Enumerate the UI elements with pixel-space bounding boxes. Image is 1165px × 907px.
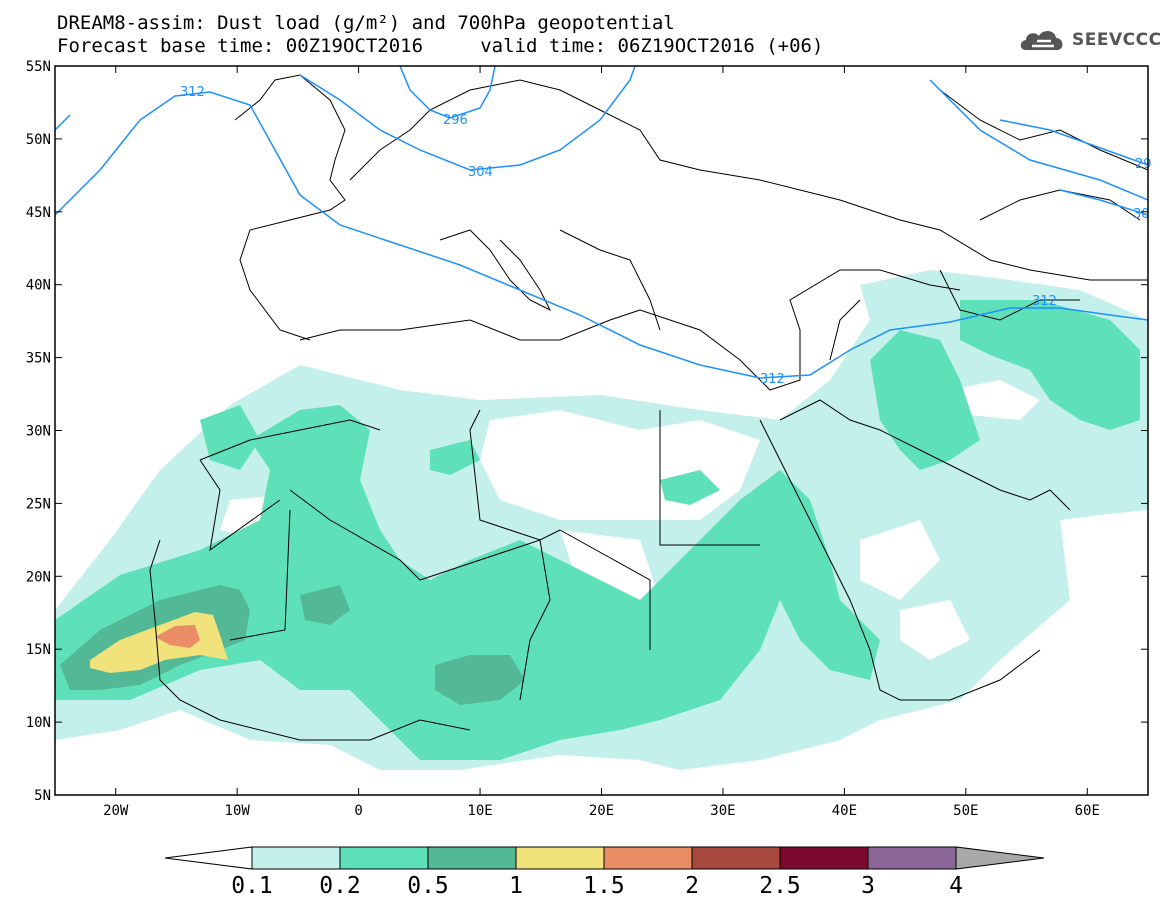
latitude-axis: 55N 50N 45N 40N 35N 30N 25N 20N 15N 10N 5N (26, 59, 1148, 804)
colorbar-right-extension (955, 846, 1045, 870)
lat-label: 20N (26, 569, 51, 585)
lon-label: 20W (103, 803, 129, 819)
lat-label: 25N (26, 496, 51, 512)
cloud-icon (1020, 30, 1063, 50)
colorbar-label: 1.5 (583, 873, 625, 899)
colorbar-segment (427, 846, 517, 870)
colorbar-label: 2.5 (759, 873, 801, 899)
colorbar-segment (339, 846, 429, 870)
lat-label: 10N (26, 715, 51, 731)
dust-level-1.5 (155, 625, 200, 648)
colorbar-segment (691, 846, 781, 870)
colorbar-label: 3 (861, 873, 875, 899)
lat-label: 30N (26, 424, 51, 440)
seevccc-logo: SEEVCCC (1018, 26, 1162, 54)
colorbar-segment (867, 846, 957, 870)
colorbar-segment (779, 846, 869, 870)
lon-label: 60E (1075, 803, 1100, 819)
lon-label: 30E (710, 803, 735, 819)
contour-label: 30 (1133, 207, 1150, 222)
colorbar-label: 0.1 (231, 873, 273, 899)
colorbar-left-extension (164, 846, 253, 870)
lat-label: 15N (26, 642, 51, 658)
geopotential-contours (55, 66, 1148, 379)
colorbar: 0.1 0.2 0.5 1 1.5 2 2.5 3 4 (164, 846, 1045, 899)
map-title: DREAM8-assim: Dust load (g/m²) and 700hP… (57, 12, 675, 34)
contour-label: 29 (1135, 157, 1152, 172)
contour-label: 296 (443, 113, 468, 128)
colorbar-segment (515, 846, 605, 870)
lon-label: 10E (467, 803, 492, 819)
contour-label: 304 (468, 165, 493, 180)
lat-label: 45N (26, 205, 51, 221)
colorbar-label: 4 (949, 873, 963, 899)
lat-label: 50N (26, 132, 51, 148)
lon-label: 20E (589, 803, 614, 819)
contour-label: 312 (760, 372, 785, 387)
contour-label: 312 (180, 85, 205, 100)
lat-label: 5N (34, 788, 51, 804)
dust-load-fields (55, 270, 1148, 770)
colorbar-segment (251, 846, 341, 870)
lat-label: 40N (26, 278, 51, 294)
colorbar-label: 0.5 (407, 873, 449, 899)
lat-label: 55N (26, 59, 51, 75)
lon-label: 0 (354, 803, 362, 819)
colorbar-label: 0.2 (319, 873, 361, 899)
logo-text: SEEVCCC (1072, 30, 1162, 50)
colorbar-label: 2 (685, 873, 699, 899)
forecast-time-line: Forecast base time: 00Z19OCT2016 valid t… (57, 35, 824, 57)
contour-label: 312 (1032, 294, 1057, 309)
longitude-axis: 20W 10W 0 10E 20E 30E 40E 50E 60E (103, 66, 1100, 819)
dust-level-0.2 (55, 300, 1140, 760)
colorbar-label: 1 (509, 873, 523, 899)
lon-label: 10W (225, 803, 251, 819)
lon-label: 50E (953, 803, 978, 819)
lat-label: 35N (26, 351, 51, 367)
lon-label: 40E (832, 803, 857, 819)
colorbar-segment (603, 846, 693, 870)
